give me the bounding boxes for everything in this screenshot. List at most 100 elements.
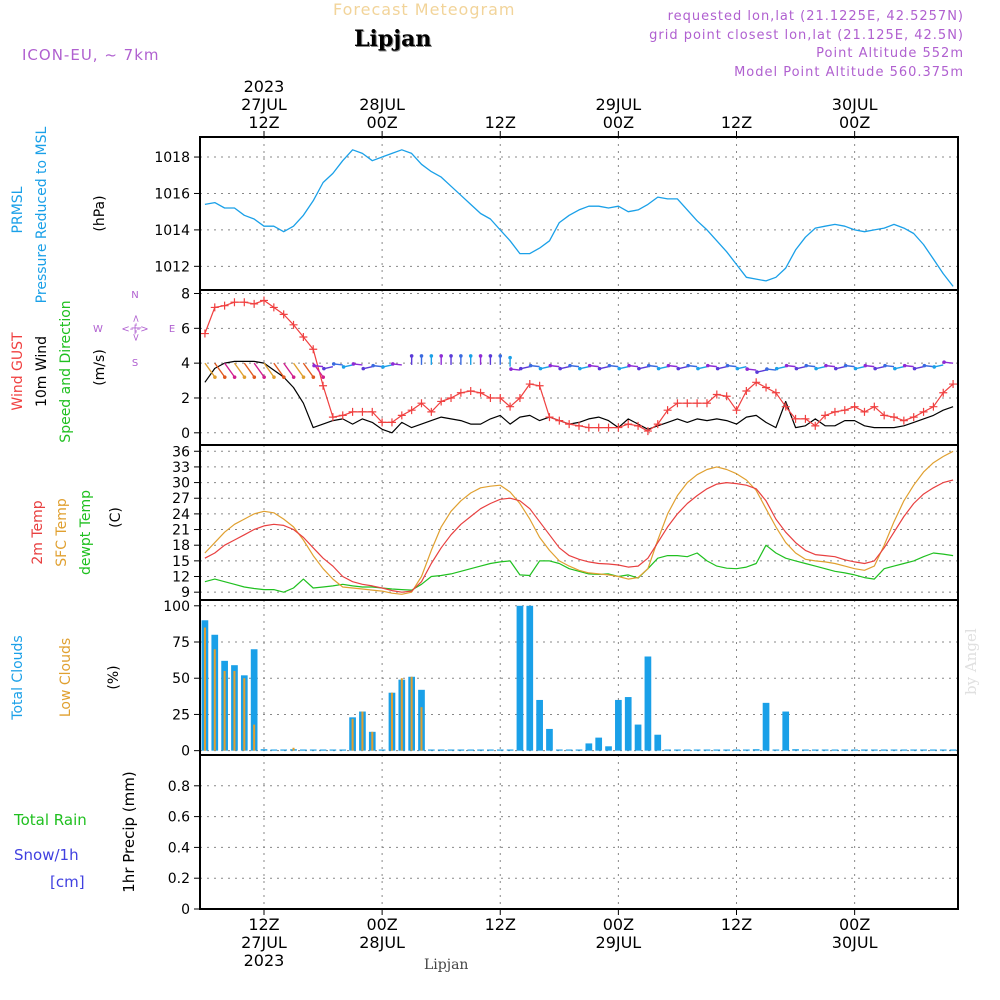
bar-total-clouds (930, 749, 937, 751)
ytick-label: 18 (172, 538, 190, 554)
gust-marker (781, 402, 790, 411)
bar-total-clouds (605, 746, 612, 751)
ytick-label: 0 (181, 902, 190, 918)
bar-total-clouds (890, 749, 898, 751)
label-snow-unit: [cm] (50, 873, 85, 891)
gust-marker (348, 407, 357, 416)
wind-arrow-head (449, 354, 453, 358)
wind-arrow-head (715, 366, 720, 371)
axis-label-ms: (m/s) (92, 349, 108, 386)
compass-n: N (131, 290, 138, 301)
bar-total-clouds (654, 734, 662, 751)
bar-total-clouds (713, 749, 721, 751)
wind-arrow-head (863, 363, 868, 368)
bar-total-clouds (693, 749, 701, 751)
wind-arrow (302, 362, 314, 378)
axis-label-prmsl: PRMSL (10, 186, 26, 233)
bar-total-clouds (575, 749, 583, 751)
gust-marker (299, 333, 308, 342)
wind-arrow (292, 362, 305, 378)
ytick-label: 8 (181, 286, 190, 302)
wind-arrow-head (597, 366, 602, 371)
info-line-2: grid point closest lon,lat (21.125E, 42.… (649, 28, 964, 43)
bar-total-clouds (309, 749, 317, 751)
wind-arrow-head (676, 366, 681, 371)
wind-arrow-head (883, 363, 887, 368)
gust-marker (624, 420, 633, 429)
gust-marker (447, 393, 456, 402)
gust-marker (712, 390, 721, 399)
wind-arrow-head (341, 365, 346, 369)
gust-marker (653, 420, 662, 429)
bar-total-clouds (949, 749, 957, 751)
gust-marker (387, 418, 396, 427)
wind-arrow (243, 362, 255, 378)
wind-arrow-head (912, 366, 917, 371)
gust-marker (506, 402, 515, 411)
wind-arrow-head (922, 363, 927, 368)
gust-marker (899, 416, 908, 425)
bar-total-clouds (920, 749, 927, 751)
ytick-label: 0.6 (168, 810, 190, 826)
bar-total-clouds (496, 749, 504, 751)
bar-total-clouds (782, 711, 790, 751)
ytick-label: 6 (181, 321, 190, 337)
axis-label-precip: 1hr Precip (mm) (120, 771, 138, 892)
bar-total-clouds (792, 749, 799, 751)
bar-total-clouds (585, 743, 593, 751)
bar-low-clouds (371, 731, 374, 751)
ytick-label: 50 (172, 671, 190, 687)
wind-arrow-head (509, 367, 513, 371)
info-line-4: Model Point Altitude 560.375m (734, 65, 964, 80)
bar-total-clouds (772, 749, 780, 751)
axis-label-pct: (%) (106, 665, 122, 689)
wind-arrow-head (371, 363, 375, 368)
gust-marker (850, 402, 859, 411)
xtick-label-bottom: 28JUL (359, 933, 405, 952)
wind-arrow-head (932, 365, 937, 369)
wind-arrow-head (696, 366, 700, 371)
wind-arrow-head (804, 363, 809, 368)
wind-arrow-head (587, 363, 592, 368)
ytick-label: 4 (181, 356, 190, 372)
gust-marker (909, 413, 918, 422)
gust-marker (545, 413, 554, 422)
bar-low-clouds (292, 747, 295, 751)
wind-arrow-head (745, 367, 749, 371)
wind-arrow-head (282, 375, 286, 379)
wind-arrow (204, 362, 216, 378)
bar-total-clouds (821, 749, 829, 751)
gust-marker (565, 420, 574, 429)
ytick-label: 0 (181, 426, 190, 442)
wind-arrow (224, 362, 236, 378)
wind-arrow-head (262, 375, 266, 379)
gust-marker (378, 418, 387, 427)
gust-marker (821, 411, 830, 420)
gust-marker (762, 383, 771, 392)
gust-marker (584, 423, 593, 432)
ytick-label: 2 (181, 391, 190, 407)
gust-marker (860, 407, 869, 416)
bar-total-clouds (329, 749, 337, 751)
bar-total-clouds (841, 749, 849, 751)
wind-arrow-head (853, 366, 858, 371)
axis-label-pressure: Pressure Reduced to MSL (34, 126, 50, 303)
bar-total-clouds (743, 749, 750, 751)
gust-marker (358, 407, 367, 416)
bar-total-clouds (260, 749, 268, 751)
ytick-label: 15 (172, 554, 190, 570)
wind-arrow-head (646, 363, 651, 368)
series-2m-temp (204, 479, 954, 593)
gust-marker (397, 411, 406, 420)
gust-marker (752, 378, 761, 387)
gust-marker (555, 416, 564, 425)
footer-location: Lipjan (424, 957, 469, 973)
xtick-label-bottom: 12Z (485, 915, 516, 934)
wind-arrow-head (381, 365, 385, 369)
gust-marker (870, 402, 879, 411)
bar-total-clouds (378, 749, 386, 751)
bar-total-clouds (280, 749, 288, 751)
xtick-label-bottom: 30JUL (832, 933, 878, 952)
wind-arrow-head (814, 366, 818, 371)
panel-frame (199, 136, 959, 291)
